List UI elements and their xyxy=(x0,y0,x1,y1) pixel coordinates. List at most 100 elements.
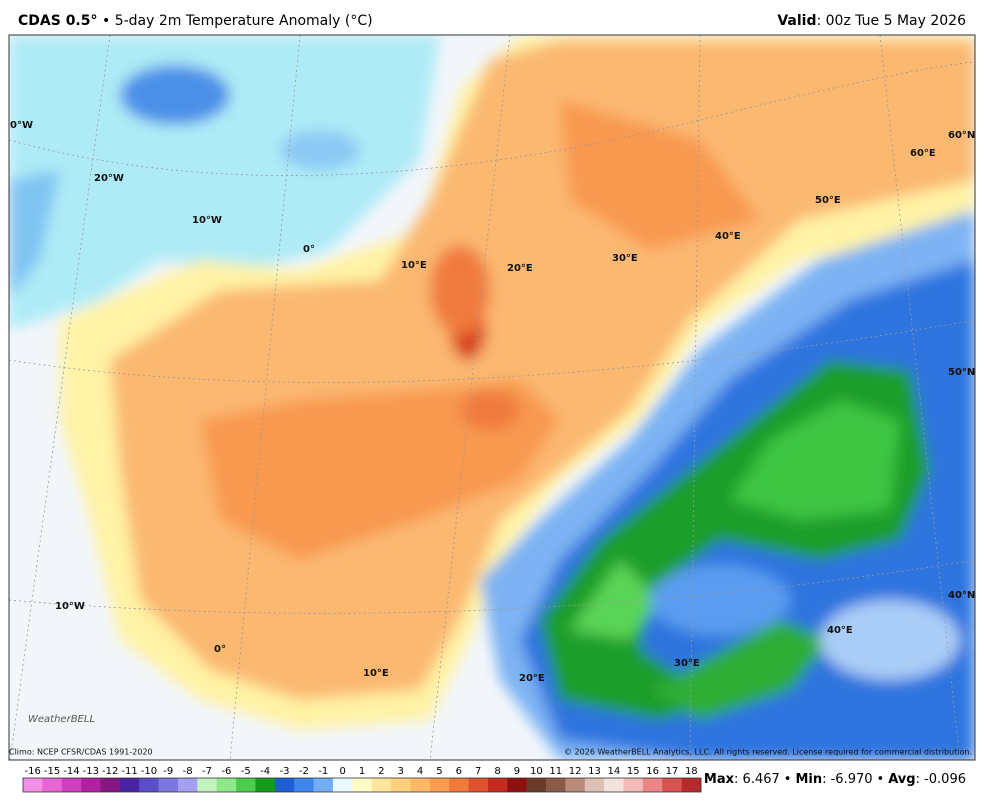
color-swatch xyxy=(119,778,140,792)
title: CDAS 0.5° xyxy=(18,13,98,29)
color-swatch xyxy=(487,778,508,792)
color-swatch xyxy=(23,778,43,792)
grid-label: 40°N xyxy=(948,590,975,601)
colorbar-label: 8 xyxy=(494,766,500,777)
stat-value: : 6.467 xyxy=(734,772,780,787)
colorbar-label: -7 xyxy=(202,766,212,777)
color-swatch xyxy=(158,778,179,792)
colorbar-label: -8 xyxy=(183,766,193,777)
colorbar-label: -6 xyxy=(221,766,231,777)
colorbar-label: 2 xyxy=(378,766,384,777)
colorbar-frame xyxy=(22,777,702,793)
map xyxy=(9,35,975,760)
stat-value: : -6.970 xyxy=(822,772,872,787)
separator: • xyxy=(784,772,792,787)
color-swatch xyxy=(681,778,702,792)
colorbar-label: 7 xyxy=(475,766,481,777)
grid-label: 30°E xyxy=(612,253,638,264)
stats: Max: 6.467 • Min: -6.970 • Avg: -0.096 xyxy=(704,772,966,787)
colorbar-label: -3 xyxy=(280,766,290,777)
grid-label: 10°E xyxy=(401,260,427,271)
colorbar-label: 3 xyxy=(398,766,404,777)
color-swatch xyxy=(410,778,431,792)
color-swatch xyxy=(42,778,63,792)
color-swatch xyxy=(216,778,237,792)
valid-text: : 00z Tue 5 May 2026 xyxy=(816,13,966,29)
color-swatch xyxy=(61,778,82,792)
color-swatch xyxy=(294,778,314,792)
color-swatch xyxy=(236,778,256,792)
color-swatch xyxy=(642,778,663,792)
valid: Valid: 00z Tue 5 May 2026 xyxy=(777,13,966,29)
color-swatch xyxy=(468,778,489,792)
colorbar-label: 5 xyxy=(436,766,442,777)
grid-label: 30°E xyxy=(674,658,700,669)
separator: • xyxy=(877,772,885,787)
color-swatch xyxy=(391,778,411,792)
colorbar-label: -9 xyxy=(163,766,173,777)
colorbar-label: -11 xyxy=(121,766,137,777)
grid-label: 20°E xyxy=(519,673,545,684)
color-swatch xyxy=(255,778,276,792)
colorbar-label: 17 xyxy=(666,766,679,777)
grid-label: 50°E xyxy=(815,195,841,206)
colorbar-label: 9 xyxy=(514,766,520,777)
colorbar-label: -15 xyxy=(44,766,60,777)
stat-label: Max xyxy=(704,772,735,787)
grid-label: 20°E xyxy=(507,263,533,274)
map-frame xyxy=(8,34,976,761)
colorbar-label: 1 xyxy=(359,766,365,777)
color-swatch xyxy=(507,778,527,792)
colorbar-label: 10 xyxy=(530,766,543,777)
colorbar-label: 13 xyxy=(588,766,601,777)
grid-label: 10°W xyxy=(192,215,222,226)
color-swatch xyxy=(332,778,353,792)
copyright: © 2026 WeatherBELL Analytics, LLC. All r… xyxy=(564,748,972,757)
colorbar-label: -13 xyxy=(83,766,99,777)
climo: Climo: NCEP CFSR/CDAS 1991-2020 xyxy=(9,748,153,757)
colorbar-label: 12 xyxy=(569,766,582,777)
color-swatch xyxy=(313,778,334,792)
color-swatch xyxy=(604,778,624,792)
subtitle: • 5-day 2m Temperature Anomaly (°C) xyxy=(102,13,373,29)
color-swatch xyxy=(584,778,605,792)
colorbar-label: 16 xyxy=(646,766,659,777)
colorbar: -16 -15 -14 -13 -12 -11 -10 -9 -8 -7 -6 -5 -4 -3 -2 -1 0… xyxy=(22,766,702,793)
color-swatch xyxy=(371,778,392,792)
stat-label: Min xyxy=(795,772,822,787)
valid-label: Valid xyxy=(777,13,816,29)
colorbar-label: -5 xyxy=(241,766,251,777)
colorbar-label: 18 xyxy=(685,766,698,777)
color-swatch xyxy=(177,778,198,792)
grid-label: 0°W xyxy=(10,120,33,131)
color-swatch xyxy=(546,778,566,792)
colorbar-label: 11 xyxy=(549,766,562,777)
grid-label: 20°W xyxy=(94,173,124,184)
color-swatch xyxy=(100,778,121,792)
colorbar-label: -10 xyxy=(141,766,157,777)
color-swatch xyxy=(565,778,586,792)
grid-label: 40°E xyxy=(715,231,741,242)
logo: WeatherBELL xyxy=(28,714,95,725)
color-swatch xyxy=(81,778,101,792)
color-swatch xyxy=(526,778,547,792)
colorbar-label: -12 xyxy=(102,766,118,777)
grid-label: 10°E xyxy=(363,668,389,679)
grid-label: 60°E xyxy=(910,148,936,159)
colorbar-label: -16 xyxy=(25,766,41,777)
color-swatch xyxy=(352,778,372,792)
colorbar-label: 0 xyxy=(339,766,345,777)
color-swatch xyxy=(197,778,218,792)
grid-label: 50°N xyxy=(948,367,975,378)
stat-label: Avg xyxy=(888,772,915,787)
colorbar-label: -1 xyxy=(318,766,328,777)
colorbar-label: 4 xyxy=(417,766,423,777)
color-swatch xyxy=(139,778,159,792)
color-swatch xyxy=(623,778,644,792)
colorbar-label: 14 xyxy=(607,766,620,777)
colorbar-label: -14 xyxy=(63,766,79,777)
color-swatch xyxy=(449,778,469,792)
grid-label: 60°N xyxy=(948,130,975,141)
color-swatch xyxy=(662,778,682,792)
